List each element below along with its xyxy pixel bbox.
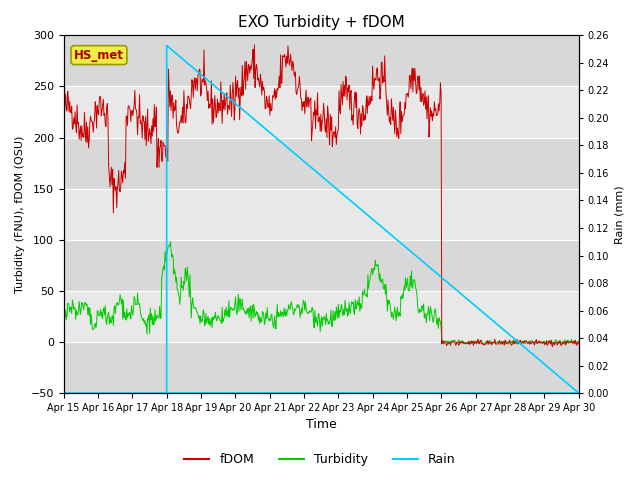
Legend: fDOM, Turbidity, Rain: fDOM, Turbidity, Rain: [179, 448, 461, 471]
Title: EXO Turbidity + fDOM: EXO Turbidity + fDOM: [238, 15, 404, 30]
Bar: [63, 138, 579, 189]
Bar: [63, 291, 579, 342]
Text: HS_met: HS_met: [74, 48, 124, 61]
Y-axis label: Rain (mm): Rain (mm): [615, 185, 625, 243]
Bar: [63, 240, 579, 291]
Bar: [63, 36, 579, 86]
Bar: [63, 189, 579, 240]
Bar: [63, 86, 579, 138]
Bar: [63, 342, 579, 393]
X-axis label: Time: Time: [306, 419, 337, 432]
Y-axis label: Turbidity (FNU), fDOM (QSU): Turbidity (FNU), fDOM (QSU): [15, 135, 25, 293]
